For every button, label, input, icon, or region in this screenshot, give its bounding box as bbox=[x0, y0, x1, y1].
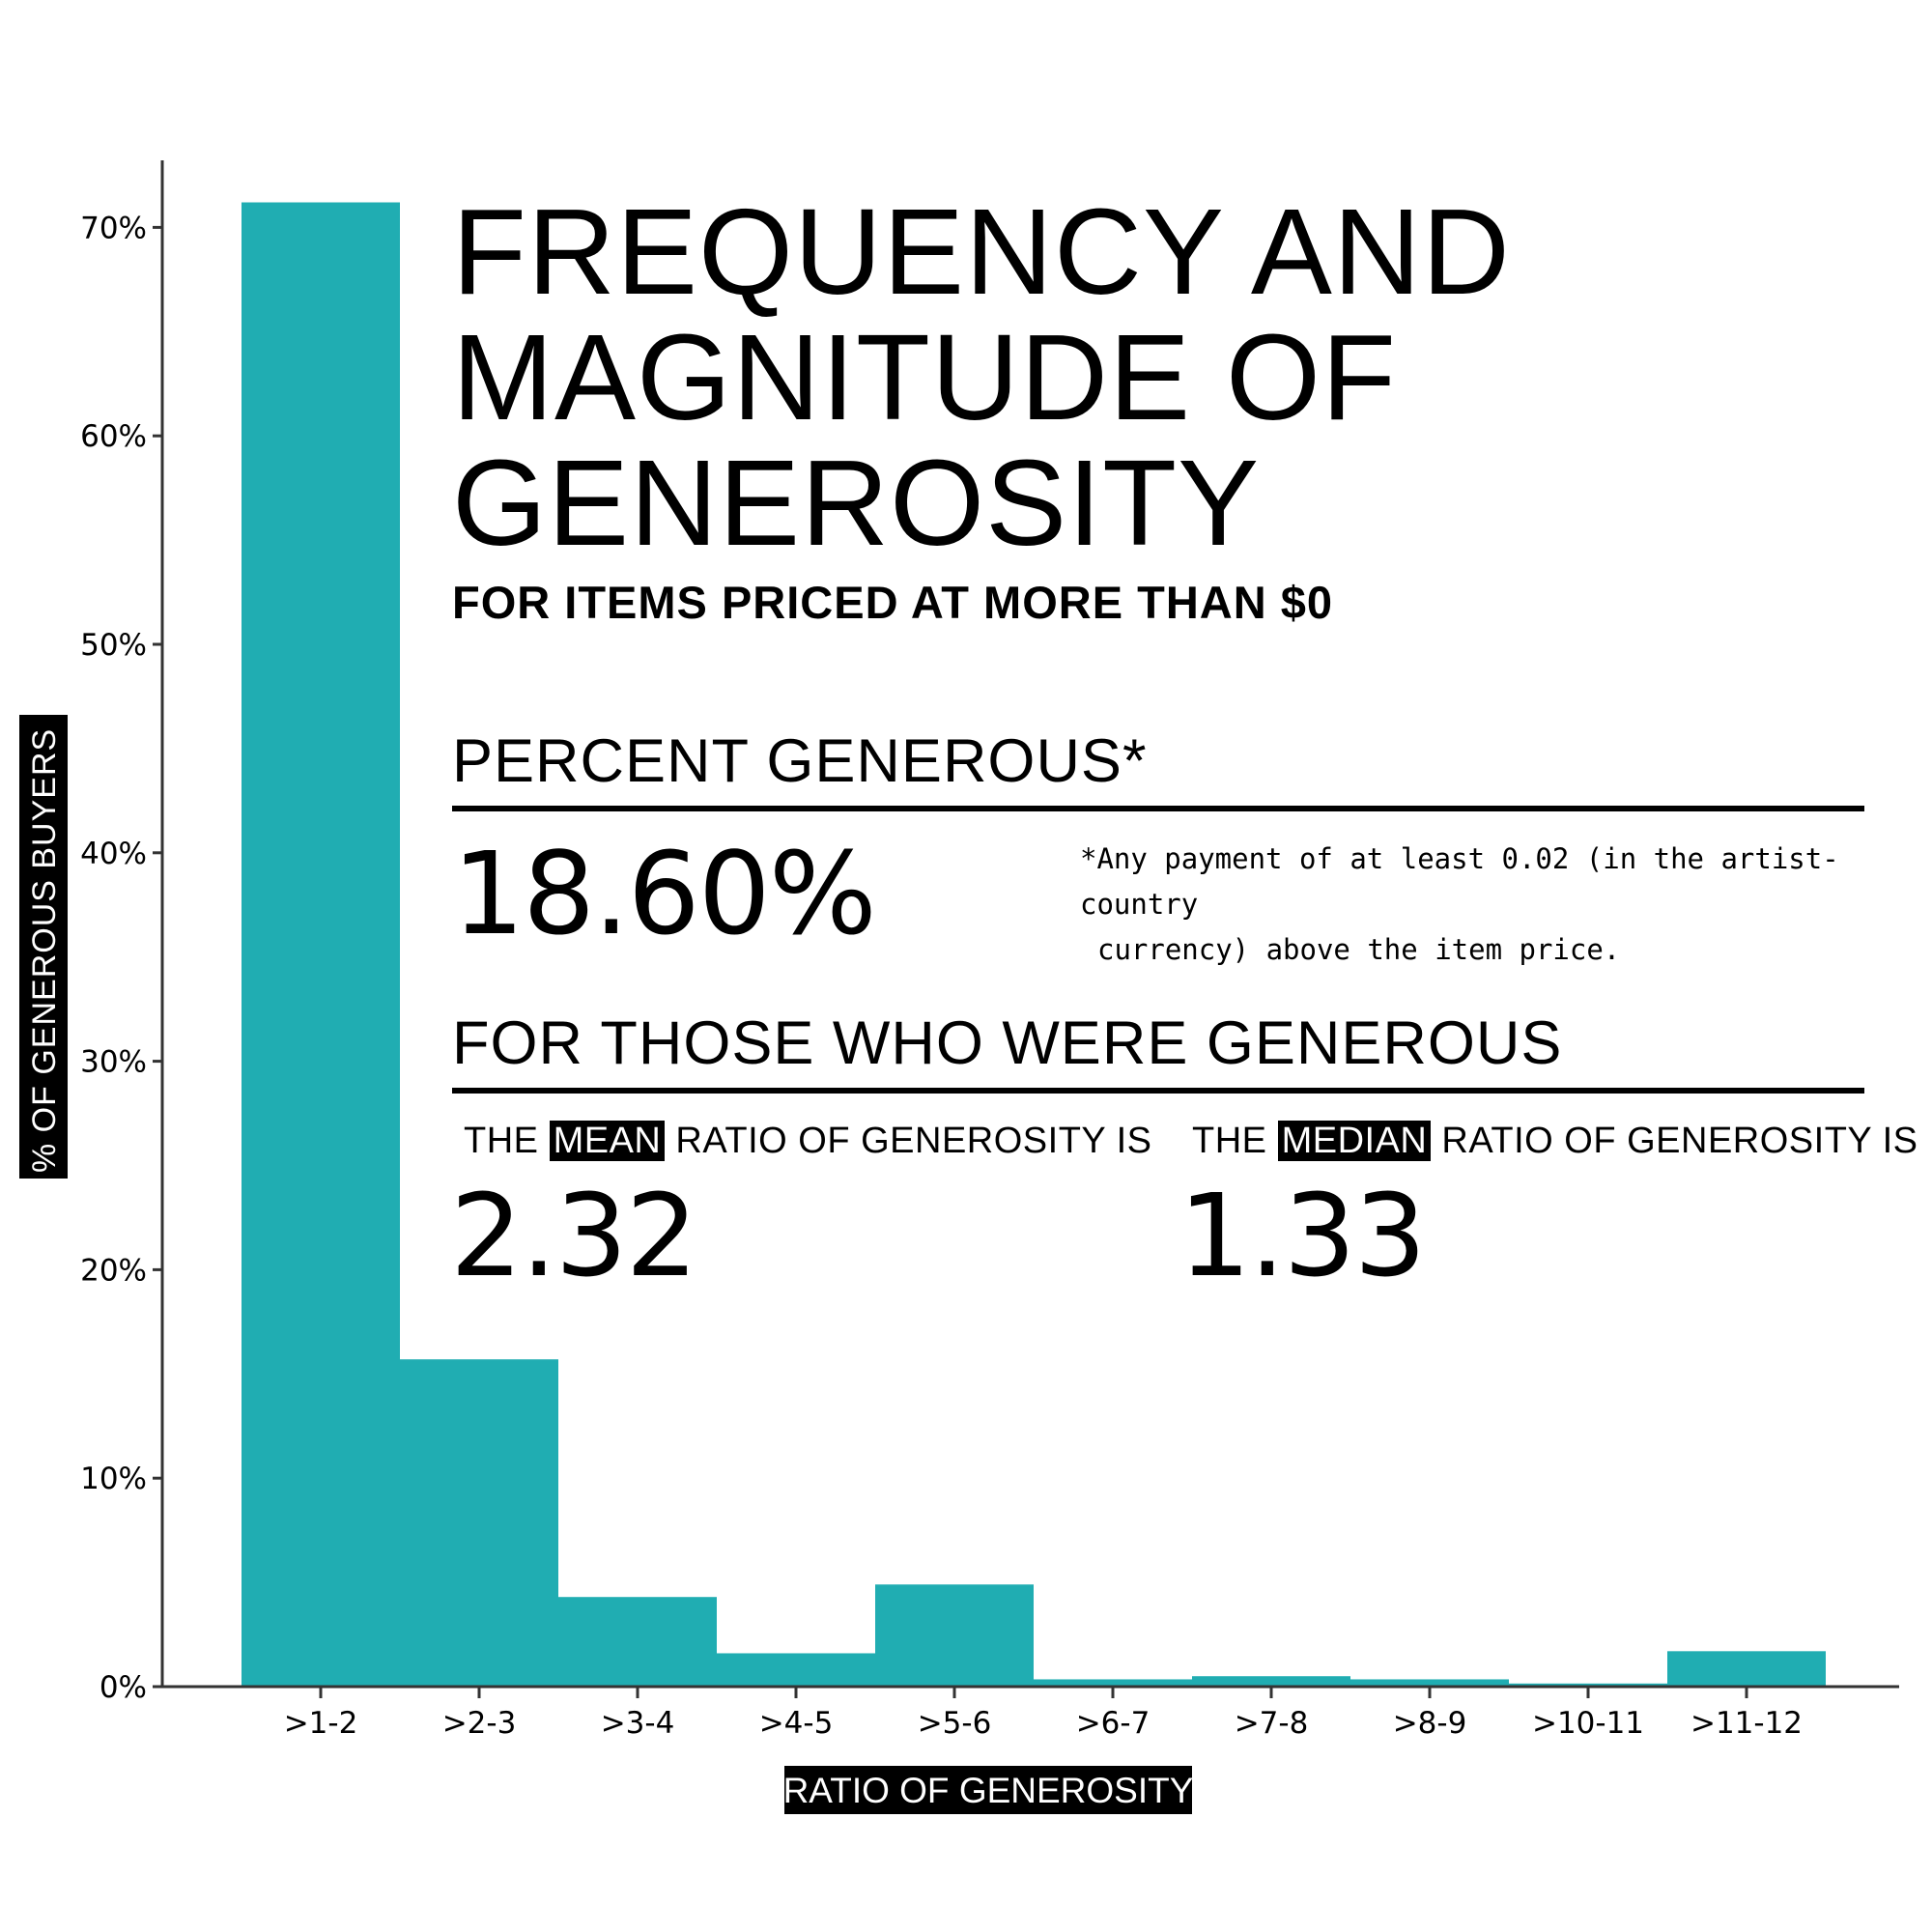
median-label: THE MEDIAN RATIO OF GENEROSITY IS bbox=[1192, 1121, 1918, 1162]
y-tick-label: 40% bbox=[80, 837, 147, 871]
median-suffix: RATIO OF GENEROSITY IS bbox=[1441, 1121, 1918, 1161]
y-tick-label: 30% bbox=[80, 1045, 147, 1080]
y-tick-label: 20% bbox=[80, 1253, 147, 1288]
mean-prefix: THE bbox=[464, 1121, 539, 1161]
x-tick-label: >8-9 bbox=[1393, 1706, 1467, 1741]
bar-7 bbox=[1192, 1676, 1350, 1687]
x-axis-title-text: RATIO OF GENEROSITY bbox=[783, 1771, 1194, 1810]
mean-label: THE MEAN RATIO OF GENEROSITY IS bbox=[464, 1121, 1152, 1162]
x-tick-label: >2-3 bbox=[442, 1706, 517, 1741]
generous-section-rule bbox=[452, 1088, 1864, 1094]
percent-section-rule bbox=[452, 806, 1864, 811]
title-line-3: GENEROSITY bbox=[452, 435, 1261, 571]
mean-value: 2.32 bbox=[450, 1169, 698, 1302]
x-tick-label: >4-5 bbox=[759, 1706, 834, 1741]
x-tick-label: >10-11 bbox=[1532, 1706, 1644, 1741]
y-tick-label: 60% bbox=[80, 419, 147, 454]
y-tick-label: 70% bbox=[80, 211, 147, 245]
y-tick-label: 0% bbox=[99, 1670, 147, 1705]
generous-section-heading: FOR THOSE WHO WERE GENEROUS bbox=[452, 1009, 1563, 1077]
percent-footnote: *Any payment of at least 0.02 (in the ar… bbox=[1080, 837, 1872, 973]
x-tick-label: >1-2 bbox=[284, 1706, 358, 1741]
bars-group bbox=[242, 202, 1826, 1687]
x-tick-label: >3-4 bbox=[601, 1706, 675, 1741]
x-tick-label: >11-12 bbox=[1690, 1706, 1803, 1741]
bar-9 bbox=[1509, 1683, 1667, 1687]
bar-6 bbox=[1034, 1679, 1192, 1687]
footnote-line-2: currency) above the item price. bbox=[1097, 933, 1621, 966]
x-tick-label: >6-7 bbox=[1076, 1706, 1151, 1741]
y-tick-label: 10% bbox=[80, 1462, 147, 1496]
percent-generous-value: 18.60% bbox=[452, 827, 877, 960]
percent-generous-heading: PERCENT GENEROUS* bbox=[452, 727, 1148, 795]
bar-5 bbox=[875, 1584, 1034, 1687]
y-ticks-group: 0% 10% 20% 30% 40% 50% 60% 70% bbox=[80, 211, 162, 1705]
bar-8 bbox=[1350, 1679, 1509, 1687]
x-axis-title: RATIO OF GENEROSITY bbox=[783, 1766, 1194, 1814]
y-axis-title-text: % OF GENEROUS BUYERS bbox=[26, 728, 63, 1173]
median-highlight: MEDIAN bbox=[1277, 1121, 1432, 1161]
y-axis-title: % OF GENEROUS BUYERS bbox=[19, 715, 68, 1179]
chart-subtitle: FOR ITEMS PRICED AT MORE THAN $0 bbox=[452, 577, 1333, 628]
bar-10 bbox=[1667, 1651, 1826, 1687]
chart-title: FREQUENCY AND MAGNITUDE OF GENEROSITY bbox=[452, 189, 1804, 566]
bar-2 bbox=[400, 1359, 558, 1687]
mean-suffix: RATIO OF GENEROSITY IS bbox=[675, 1121, 1152, 1161]
bar-3 bbox=[558, 1597, 717, 1687]
bar-4 bbox=[717, 1653, 875, 1687]
x-tick-label: >5-6 bbox=[918, 1706, 992, 1741]
x-ticks-group: >1-2 >2-3 >3-4 >4-5 >5-6 >6-7 >7-8 >8-9 >10-11 >1… bbox=[284, 1687, 1803, 1741]
median-value: 1.33 bbox=[1179, 1169, 1427, 1302]
median-prefix: THE bbox=[1192, 1121, 1267, 1161]
x-tick-label: >7-8 bbox=[1235, 1706, 1309, 1741]
bar-1 bbox=[242, 202, 400, 1687]
title-line-2: MAGNITUDE OF bbox=[452, 309, 1397, 445]
mean-highlight: MEAN bbox=[549, 1121, 666, 1161]
footnote-line-1: *Any payment of at least 0.02 (in the ar… bbox=[1080, 842, 1839, 921]
y-tick-label: 50% bbox=[80, 628, 147, 663]
title-line-1: FREQUENCY AND bbox=[452, 184, 1511, 320]
